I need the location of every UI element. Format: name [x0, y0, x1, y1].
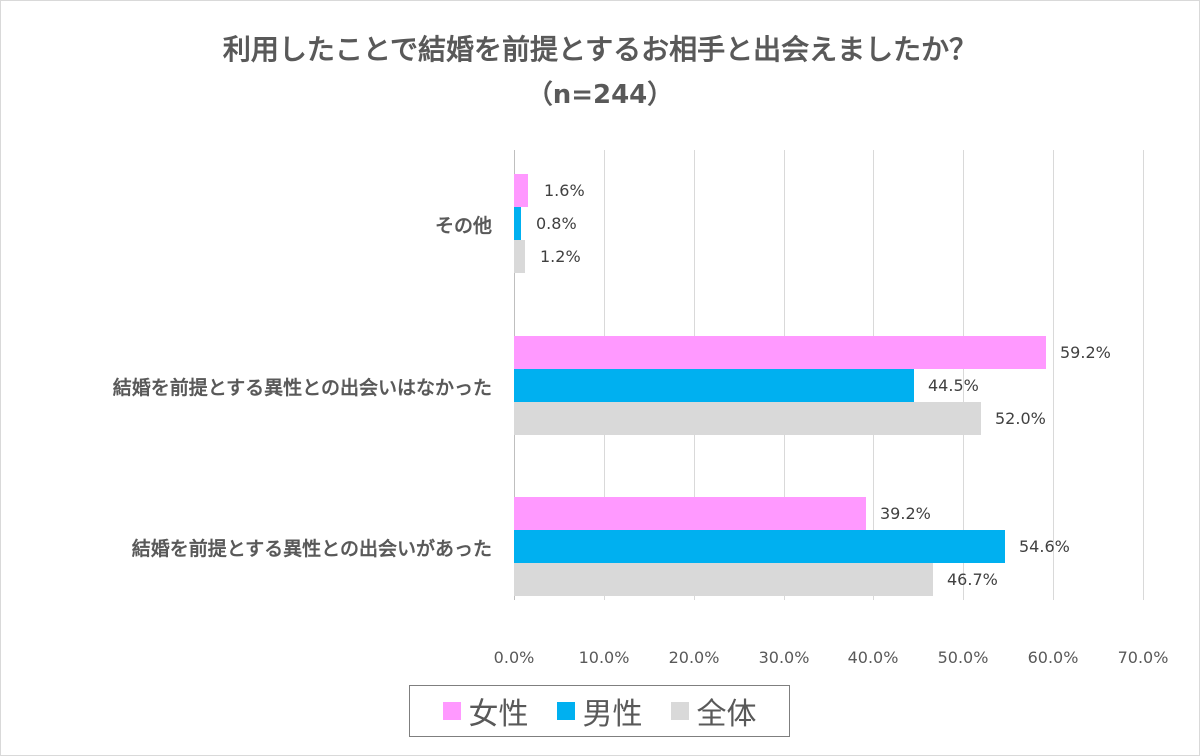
legend-item-male: 男性 [556, 689, 643, 733]
x-tick: 50.0% [937, 648, 989, 667]
bar-total-other [514, 240, 525, 273]
bar-female-none [514, 336, 1046, 369]
bar-female-other [514, 174, 528, 207]
plot-area: 1.6% 0.8% 1.2% 59.2% 44.5% 52.0% 39.2% 5… [514, 150, 1144, 600]
value-label: 44.5% [928, 376, 979, 395]
value-label: 0.8% [536, 214, 577, 233]
gridline [1143, 150, 1144, 600]
chart-subtitle: （n=244） [526, 80, 674, 110]
value-label: 1.2% [540, 247, 581, 266]
category-label-none: 結婚を前提とする異性との出会いはなかった [112, 377, 492, 399]
x-tick: 40.0% [847, 648, 899, 667]
value-label: 54.6% [1019, 537, 1070, 556]
bar-female-met [514, 497, 866, 530]
bar-total-met [514, 563, 933, 596]
legend-label: 全体 [696, 697, 757, 732]
legend-label: 女性 [468, 697, 529, 732]
value-label: 39.2% [880, 504, 931, 523]
x-tick: 20.0% [668, 648, 720, 667]
value-label: 46.7% [947, 570, 998, 589]
legend: 女性 男性 全体 [409, 685, 790, 737]
legend-item-total: 全体 [670, 689, 757, 733]
category-label-other: その他 [434, 215, 492, 237]
chart-title: 利用したことで結婚を前提とするお相手と出会えましたか？ [222, 33, 978, 66]
x-tick: 70.0% [1117, 648, 1169, 667]
bar-male-met [514, 530, 1005, 563]
bar-male-other [514, 207, 521, 240]
gridline [1053, 150, 1054, 600]
bar-total-none [514, 402, 981, 435]
legend-swatch-male [556, 702, 575, 720]
x-tick: 10.0% [578, 648, 630, 667]
x-tick: 0.0% [493, 648, 535, 667]
gridline [963, 150, 964, 600]
legend-swatch-total [670, 702, 689, 720]
x-tick: 30.0% [758, 648, 810, 667]
legend-item-female: 女性 [442, 689, 529, 733]
value-label: 59.2% [1060, 343, 1111, 362]
category-label-met: 結婚を前提とする異性との出会いがあった [131, 538, 492, 560]
value-label: 1.6% [544, 181, 585, 200]
legend-label: 男性 [582, 697, 643, 732]
bar-male-none [514, 369, 914, 402]
x-tick: 60.0% [1027, 648, 1079, 667]
legend-swatch-female [442, 702, 461, 720]
value-label: 52.0% [995, 409, 1046, 428]
